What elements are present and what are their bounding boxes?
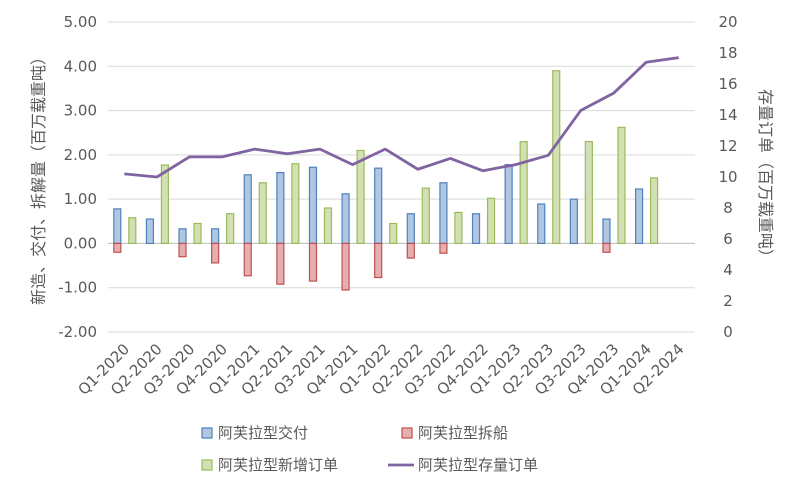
- y-left-tick-label: 1.00: [64, 190, 97, 208]
- bar-delivery: [211, 228, 220, 245]
- bar-new-orders: [617, 126, 626, 245]
- bar-delivery: [243, 174, 252, 245]
- bar-new-orders: [519, 140, 528, 245]
- bar-scrapping: [178, 242, 187, 258]
- bar-scrapping: [308, 242, 318, 282]
- legend-swatch: [401, 427, 413, 439]
- bar-delivery: [276, 171, 285, 245]
- bar-scrapping: [243, 242, 252, 277]
- legend-label: 阿芙拉型存量订单: [418, 456, 538, 474]
- y-left-axis-title: 新造、交付、拆解量（百万载重吨）: [29, 49, 48, 305]
- bar-delivery: [537, 203, 546, 245]
- y-right-tick-label: 10: [718, 168, 737, 186]
- bar-delivery: [178, 228, 187, 245]
- bar-scrapping: [439, 242, 448, 254]
- legend-label: 阿芙拉型交付: [218, 424, 308, 442]
- y-right-tick-label: 12: [718, 137, 737, 155]
- bar-new-orders: [454, 211, 463, 245]
- y-left-tick-label: 4.00: [64, 57, 97, 75]
- y-right-tick-label: 2: [723, 292, 733, 310]
- bar-scrapping: [113, 242, 122, 253]
- y-right-tick-label: 20: [718, 13, 737, 31]
- bar-delivery: [341, 193, 350, 245]
- y-right-tick-label: 4: [723, 261, 733, 279]
- y-right-tick-label: 16: [718, 75, 737, 93]
- bar-delivery: [569, 198, 578, 245]
- bar-new-orders: [323, 207, 333, 245]
- bar-new-orders: [356, 149, 365, 245]
- bar-delivery: [504, 164, 513, 245]
- bar-new-orders: [160, 164, 170, 245]
- bar-delivery: [374, 167, 383, 245]
- legend-label: 阿芙拉型拆船: [418, 424, 508, 442]
- bar-scrapping: [276, 242, 285, 285]
- y-left-tick-label: -1.00: [58, 279, 97, 297]
- y-right-tick-label: 18: [718, 44, 737, 62]
- bar-delivery: [602, 218, 611, 245]
- y-left-tick-label: 3.00: [64, 102, 97, 120]
- bar-delivery: [308, 166, 318, 245]
- y-right-tick-label: 6: [723, 230, 733, 248]
- bar-new-orders: [486, 197, 496, 245]
- bar-delivery: [439, 182, 448, 245]
- y-left-tick-label: -2.00: [58, 323, 97, 341]
- bar-new-orders: [291, 163, 300, 245]
- bar-delivery: [634, 188, 644, 245]
- bar-new-orders: [389, 222, 398, 245]
- bar-delivery: [145, 218, 155, 245]
- bar-scrapping: [406, 242, 415, 259]
- y-left-tick-label: 0.00: [64, 234, 97, 252]
- bar-scrapping: [374, 242, 383, 279]
- legend-swatch: [201, 459, 213, 471]
- bar-new-orders: [258, 182, 267, 245]
- bar-delivery: [471, 213, 481, 245]
- y-right-tick-label: 0: [723, 323, 733, 341]
- orderbook-line: [124, 56, 679, 179]
- bar-new-orders: [193, 222, 202, 245]
- bar-new-orders: [226, 213, 235, 245]
- y-left-tick-label: 5.00: [64, 13, 97, 31]
- bar-delivery: [406, 213, 415, 245]
- bar-new-orders: [128, 217, 137, 245]
- bar-scrapping: [341, 242, 350, 291]
- bar-new-orders: [649, 177, 659, 245]
- y-right-tick-label: 14: [718, 106, 737, 124]
- bar-new-orders: [421, 187, 430, 245]
- bar-delivery: [113, 208, 122, 245]
- bar-scrapping: [602, 242, 611, 253]
- bar-new-orders: [584, 140, 593, 245]
- legend-label: 阿芙拉型新增订单: [218, 456, 338, 474]
- bar-new-orders: [552, 70, 561, 245]
- y-left-tick-label: 2.00: [64, 146, 97, 164]
- y-right-tick-label: 8: [723, 199, 733, 217]
- bar-scrapping: [211, 242, 220, 264]
- legend-swatch: [201, 427, 213, 439]
- y-right-axis-title: 存量订单（百万载重吨）: [756, 89, 775, 265]
